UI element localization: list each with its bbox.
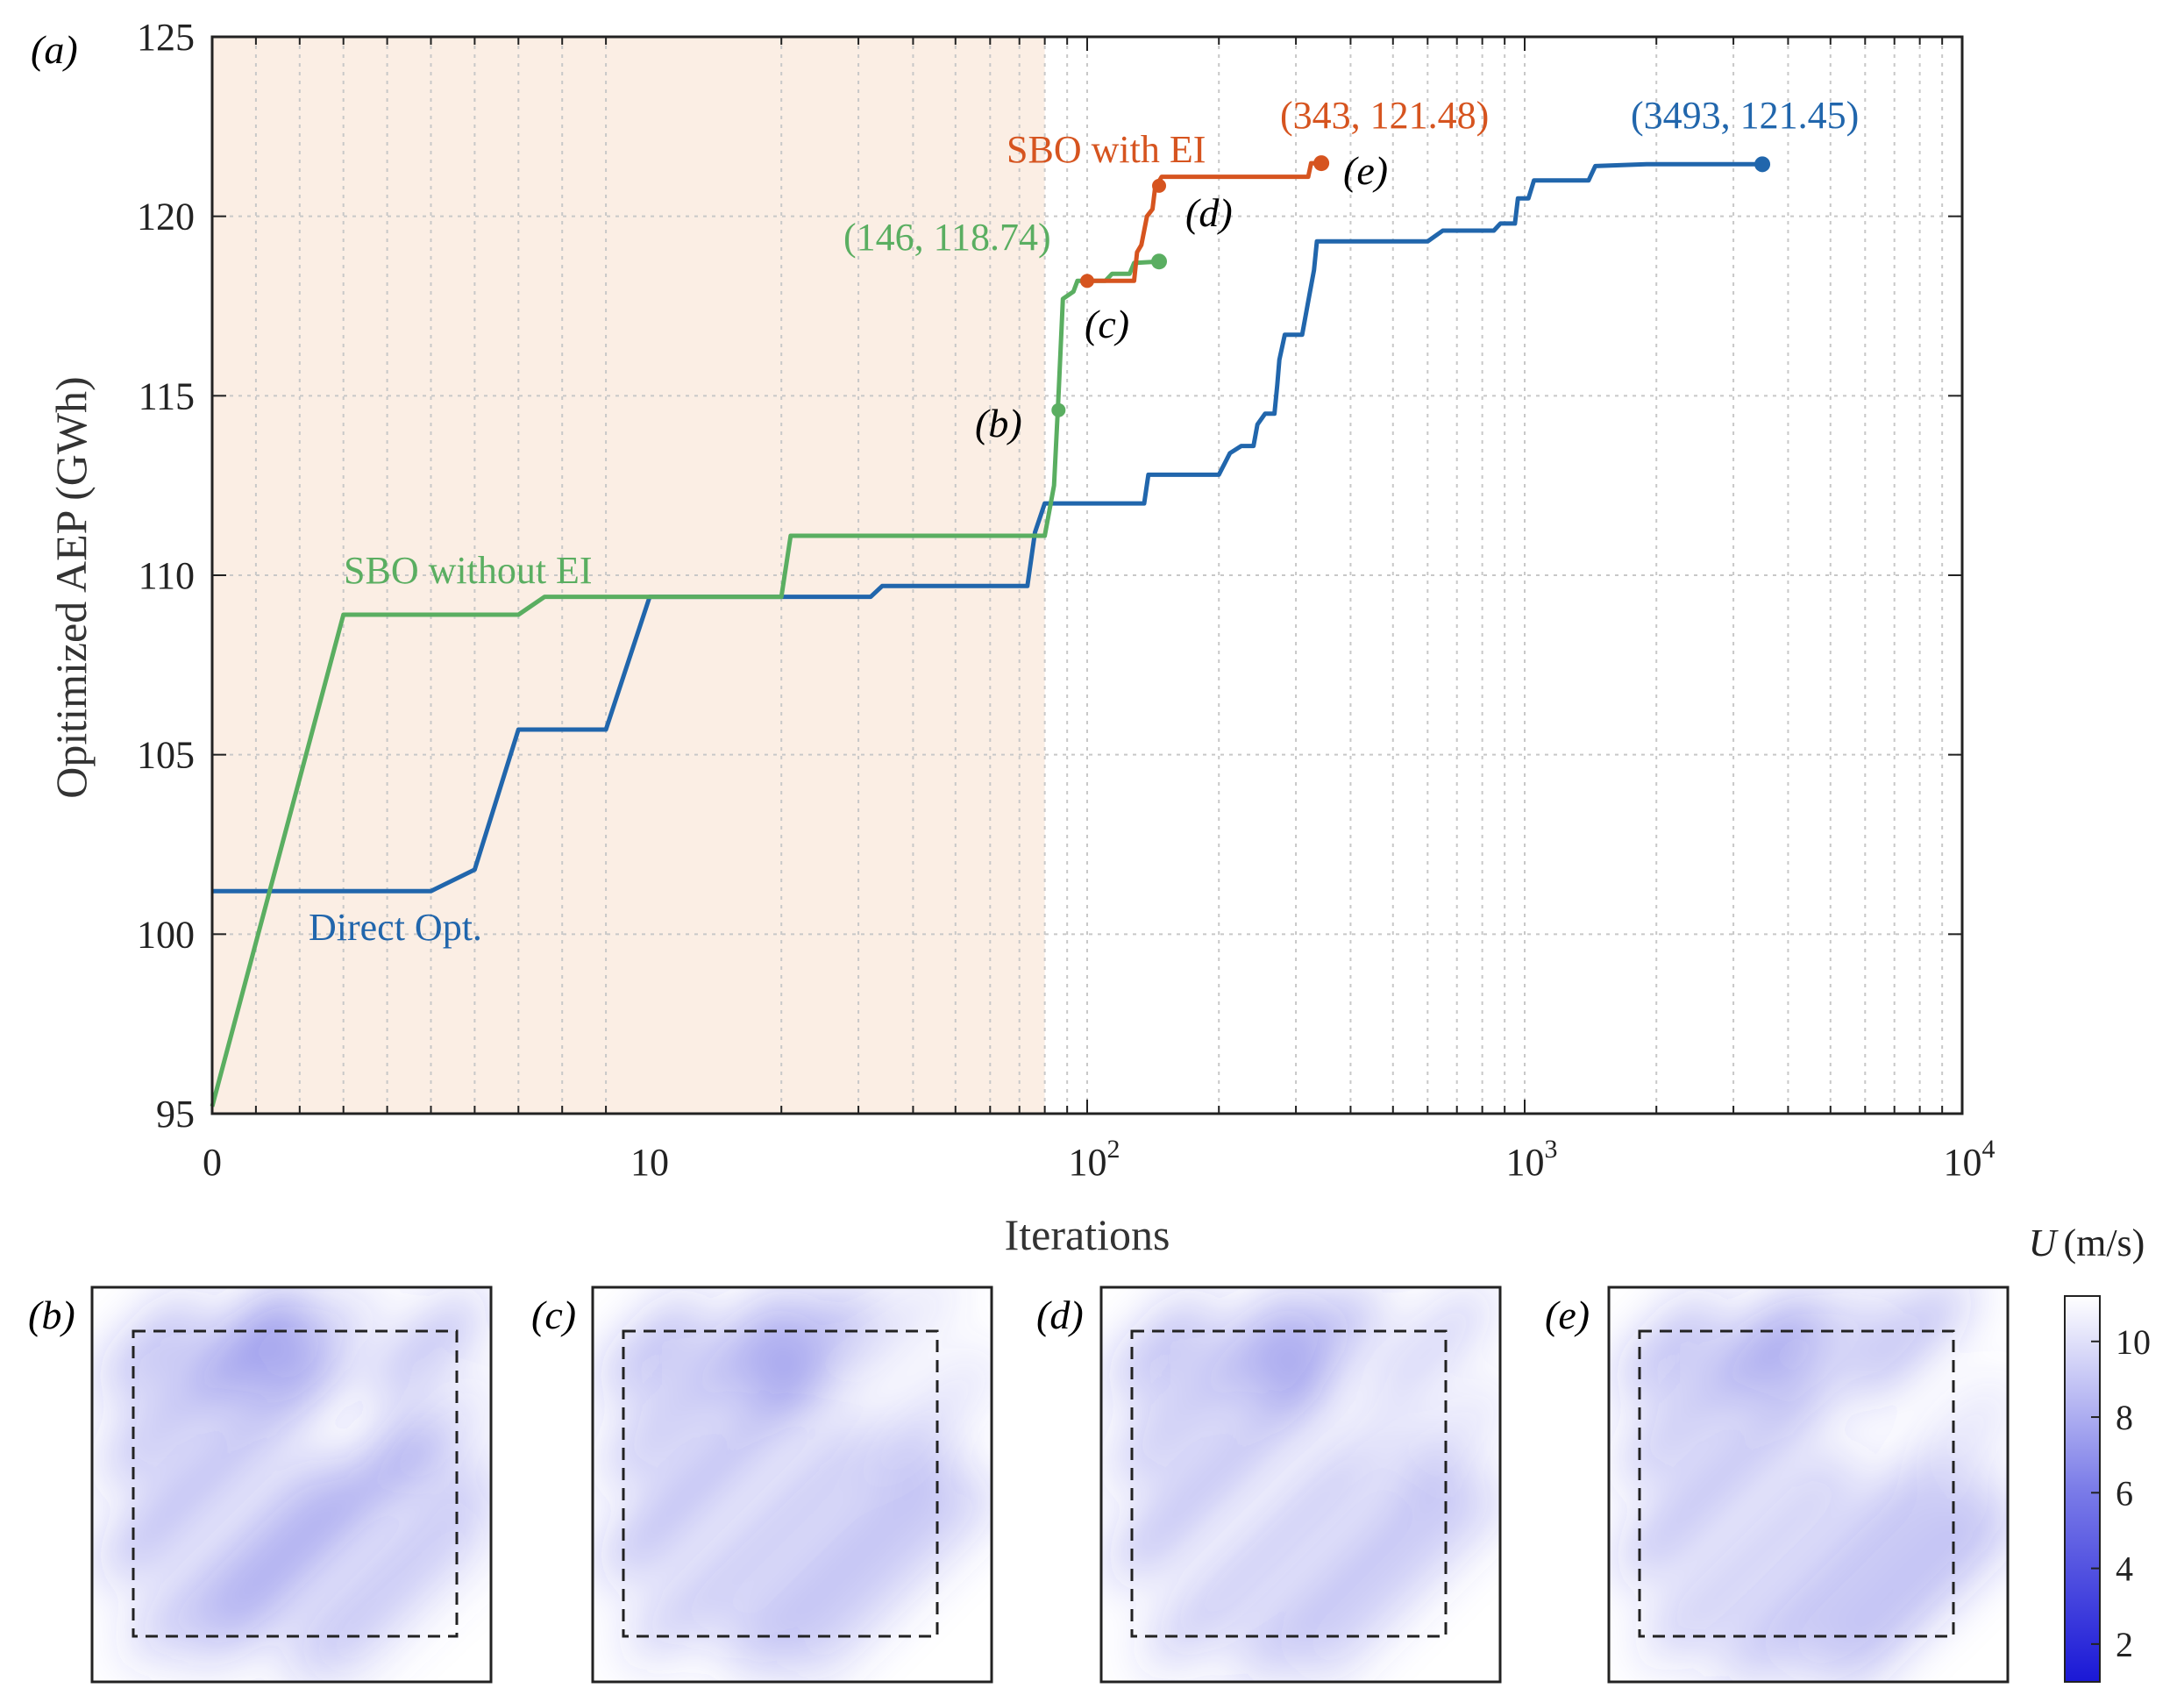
- series-label-direct-opt: Direct Opt.: [309, 906, 482, 949]
- grid-lines: [212, 36, 1963, 1115]
- series-layer: [210, 155, 1771, 1108]
- x-tick-label: 104: [1944, 1135, 1995, 1184]
- colorbar-gradient: [2064, 1295, 2101, 1683]
- series-label-sbo-with-ei: SBO with EI: [1007, 128, 1206, 171]
- velocity-colorbar: 2 4 6 8 10 U (m/s): [2029, 1221, 2151, 1683]
- x-tick-label: 102: [1069, 1135, 1120, 1184]
- series-line-sbo-with-ei: [1087, 160, 1322, 283]
- wake-field-panel-b: (b): [28, 1286, 493, 1684]
- y-axis-label: Opitimized AEP (GWh): [46, 376, 96, 798]
- series-line-sbo-without-ei: [210, 259, 1160, 1108]
- marker-label-e: (e): [1343, 148, 1388, 193]
- wake-field-panel-c: (c): [531, 1286, 993, 1684]
- y-tick-label: 125: [137, 16, 195, 59]
- colorbar-tick-label: 2: [2116, 1625, 2133, 1664]
- colorbar-tick-label: 6: [2116, 1473, 2133, 1513]
- y-tick-label: 110: [139, 554, 195, 597]
- panel-label-d: (d): [1036, 1293, 1084, 1337]
- aep-convergence-chart: 95 100 105 110 115 120 125 0 10 102 103 …: [31, 16, 1995, 1259]
- y-tick-label: 100: [137, 913, 195, 956]
- y-tick-label: 105: [137, 734, 195, 777]
- colorbar-tick-label: 4: [2116, 1549, 2133, 1589]
- colorbar-ticks: 2 4 6 8 10: [2091, 1322, 2151, 1664]
- y-tick-label: 95: [156, 1093, 195, 1136]
- marker-label-d: (d): [1185, 190, 1233, 235]
- marker-label-b: (b): [975, 401, 1022, 445]
- x-axis-label: Iterations: [1005, 1210, 1170, 1259]
- wake-field-e: [1622, 1287, 2008, 1682]
- x-tick-label: 103: [1506, 1135, 1558, 1184]
- series-line-direct-opt: [212, 161, 1763, 894]
- x-tick-label: 0: [203, 1141, 222, 1184]
- wake-field-c: [606, 1287, 992, 1681]
- x-tick-label: 10: [630, 1141, 669, 1184]
- series-end-point: [1151, 253, 1168, 270]
- marker-point-d: [1152, 178, 1167, 193]
- end-label-sbo-without-ei: (146, 118.74): [843, 216, 1051, 259]
- end-label-direct-opt: (3493, 121.45): [1631, 94, 1859, 137]
- marker-point-b: [1051, 402, 1066, 417]
- panel-label-a: (a): [31, 27, 78, 72]
- series-end-point: [1754, 156, 1771, 173]
- marker-point-c: [1080, 274, 1094, 288]
- y-tick-label: 115: [139, 374, 195, 417]
- wake-field-d: [1114, 1288, 1500, 1681]
- colorbar-tick-label: 10: [2116, 1322, 2151, 1362]
- series-label-sbo-without-ei: SBO without EI: [344, 549, 593, 592]
- panel-label-e: (e): [1545, 1293, 1590, 1337]
- marker-point-e: [1314, 156, 1329, 171]
- marker-label-c: (c): [1085, 302, 1129, 346]
- panel-label-b: (b): [28, 1293, 75, 1337]
- colorbar-tick-label: 8: [2116, 1398, 2133, 1437]
- axis-ticks: [212, 36, 1963, 1115]
- panel-label-c: (c): [531, 1293, 576, 1337]
- end-label-sbo-with-ei: (343, 121.48): [1280, 94, 1489, 137]
- wake-field-panel-e: (e): [1545, 1286, 2010, 1684]
- colorbar-label: U (m/s): [2029, 1221, 2145, 1264]
- wake-field-panel-d: (d): [1036, 1286, 1502, 1684]
- y-tick-label: 120: [137, 196, 195, 239]
